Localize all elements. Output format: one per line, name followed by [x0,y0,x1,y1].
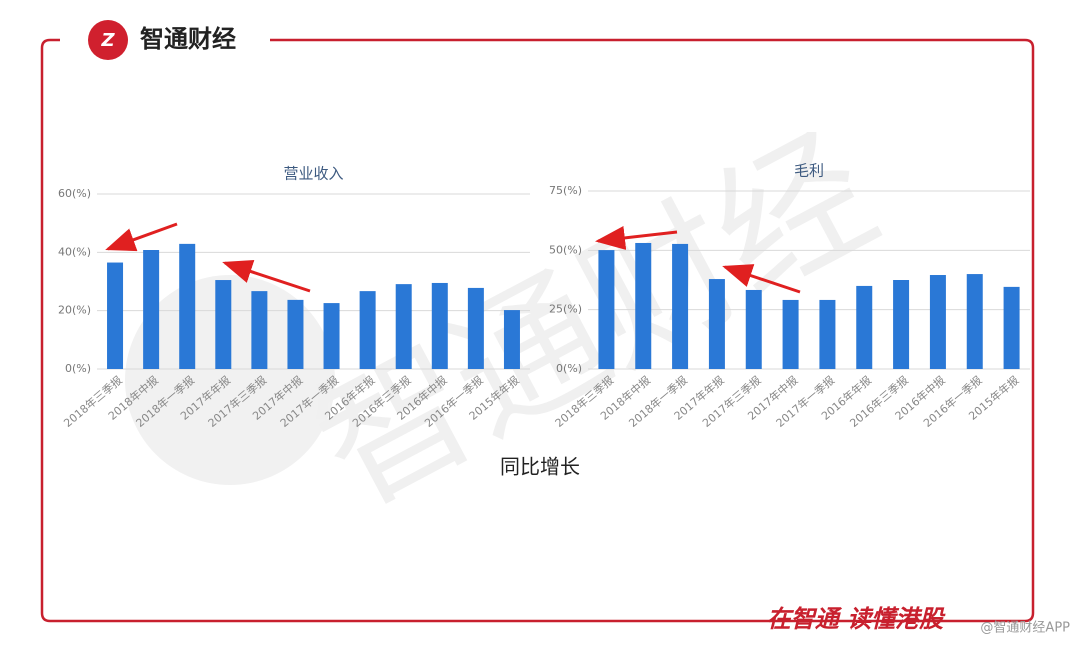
bar [287,299,304,369]
y-tick-label: 75(%) [549,184,582,197]
bar [708,279,725,369]
arrow [222,260,311,293]
bar [598,250,615,369]
bar [359,291,376,369]
bar [966,274,983,369]
bar [503,310,520,369]
y-tick-label: 0(%) [65,362,91,375]
bar [251,291,268,369]
y-tick-label: 60(%) [58,187,91,200]
bar [143,250,160,369]
bar [635,242,652,369]
bar [215,280,232,369]
bar [856,285,873,369]
watermark-logo [125,275,335,485]
arrow [722,264,801,294]
bar [323,303,340,369]
y-tick-label: 20(%) [58,304,91,317]
bar [467,287,484,369]
bar [395,284,412,369]
chart-title: 营业收入 [283,165,343,183]
bar [745,289,762,369]
y-tick-label: 40(%) [58,245,91,258]
logo-mark: Z [100,30,115,51]
caption: 同比增长 [500,455,580,479]
bar [819,299,836,369]
source: @智通财经APP [980,621,1070,636]
logo [88,20,128,60]
brand: 智通财经 [140,25,236,53]
bar [929,275,946,369]
bar [893,280,910,369]
y-tick-label: 0(%) [556,362,582,375]
bar [179,243,196,369]
bar [107,262,124,369]
bar [782,299,799,369]
slogan: 在智通 读懂港股 [767,605,946,633]
chart-title: 毛利 [794,162,824,180]
y-tick-label: 50(%) [549,243,582,256]
arrow [105,222,178,252]
frame [40,38,1035,623]
bar [1003,286,1020,369]
arrow [595,226,678,250]
bar [431,282,448,369]
y-tick-label: 25(%) [549,303,582,316]
bar [672,243,689,369]
